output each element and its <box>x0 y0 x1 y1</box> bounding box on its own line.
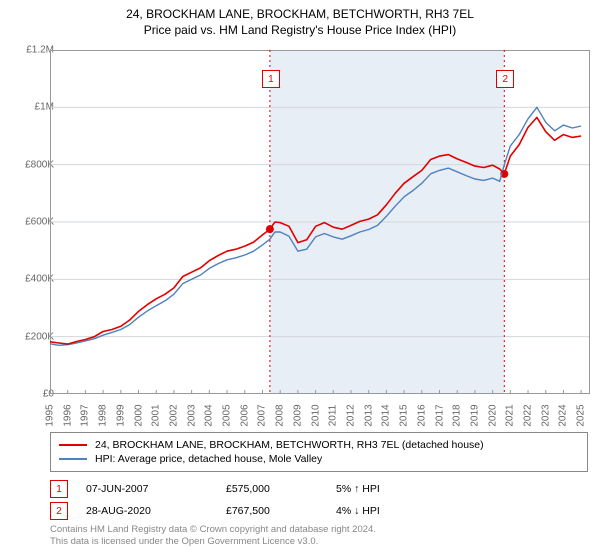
y-tick-label: £1.2M <box>6 45 54 56</box>
sale-price: £767,500 <box>226 505 336 517</box>
legend-item-property: 24, BROCKHAM LANE, BROCKHAM, BETCHWORTH,… <box>59 439 579 451</box>
x-tick-label: 2017 <box>434 404 445 426</box>
footer-line-2: This data is licensed under the Open Gov… <box>50 536 376 548</box>
x-tick-label: 2002 <box>168 404 179 426</box>
legend: 24, BROCKHAM LANE, BROCKHAM, BETCHWORTH,… <box>50 432 588 472</box>
x-tick-label: 2022 <box>523 404 534 426</box>
legend-label-hpi: HPI: Average price, detached house, Mole… <box>95 453 322 465</box>
sale-pct: 5% ↑ HPI <box>336 483 426 495</box>
x-tick-label: 2011 <box>328 405 339 427</box>
legend-swatch-red <box>59 444 87 446</box>
x-tick-label: 2008 <box>275 404 286 426</box>
x-tick-label: 2010 <box>310 404 321 426</box>
sale-marker-badge: 1 <box>262 70 280 88</box>
x-tick-label: 2015 <box>399 404 410 426</box>
sale-row: 1 07-JUN-2007 £575,000 5% ↑ HPI <box>50 480 426 498</box>
x-tick-label: 1995 <box>45 404 56 426</box>
sale-pct: 4% ↓ HPI <box>336 505 426 517</box>
sale-marker-badge: 2 <box>496 70 514 88</box>
x-tick-label: 1997 <box>80 404 91 426</box>
x-tick-label: 2004 <box>204 404 215 426</box>
x-tick-label: 1998 <box>98 404 109 426</box>
y-tick-label: £800K <box>6 160 54 171</box>
x-tick-label: 2020 <box>487 404 498 426</box>
sale-rows: 1 07-JUN-2007 £575,000 5% ↑ HPI 2 28-AUG… <box>50 476 426 524</box>
y-tick-label: £600K <box>6 217 54 228</box>
y-tick-label: £1M <box>6 102 54 113</box>
legend-label-property: 24, BROCKHAM LANE, BROCKHAM, BETCHWORTH,… <box>95 439 484 451</box>
title-line-1: 24, BROCKHAM LANE, BROCKHAM, BETCHWORTH,… <box>0 6 600 22</box>
x-tick-label: 1999 <box>115 404 126 426</box>
sale-date: 07-JUN-2007 <box>86 483 226 495</box>
sale-date: 28-AUG-2020 <box>86 505 226 517</box>
x-tick-label: 2000 <box>133 404 144 426</box>
chart-plot-area <box>50 50 590 394</box>
legend-item-hpi: HPI: Average price, detached house, Mole… <box>59 453 579 465</box>
title-line-2: Price paid vs. HM Land Registry's House … <box>0 22 600 38</box>
x-tick-label: 2009 <box>292 404 303 426</box>
sale-badge: 1 <box>50 480 68 498</box>
footer-line-1: Contains HM Land Registry data © Crown c… <box>50 524 376 536</box>
x-tick-label: 2013 <box>363 404 374 426</box>
legend-swatch-blue <box>59 458 87 460</box>
sale-badge: 2 <box>50 502 68 520</box>
x-tick-label: 1996 <box>62 404 73 426</box>
figure-root: 24, BROCKHAM LANE, BROCKHAM, BETCHWORTH,… <box>0 0 600 560</box>
chart-title: 24, BROCKHAM LANE, BROCKHAM, BETCHWORTH,… <box>0 0 600 38</box>
x-tick-label: 2023 <box>540 404 551 426</box>
y-tick-label: £200K <box>6 332 54 343</box>
x-tick-label: 2007 <box>257 404 268 426</box>
x-tick-label: 2016 <box>416 404 427 426</box>
attribution-footer: Contains HM Land Registry data © Crown c… <box>50 524 376 549</box>
x-tick-label: 2005 <box>222 404 233 426</box>
x-tick-label: 2025 <box>576 404 587 426</box>
x-tick-label: 2006 <box>239 404 250 426</box>
chart-svg <box>50 50 590 394</box>
x-tick-label: 2012 <box>345 404 356 426</box>
y-tick-label: £400K <box>6 274 54 285</box>
sale-price: £575,000 <box>226 483 336 495</box>
x-tick-label: 2021 <box>505 404 516 426</box>
x-tick-label: 2003 <box>186 404 197 426</box>
x-tick-label: 2018 <box>452 404 463 426</box>
x-tick-label: 2024 <box>558 404 569 426</box>
y-tick-label: £0 <box>6 389 54 400</box>
x-tick-label: 2019 <box>469 404 480 426</box>
x-tick-label: 2001 <box>151 404 162 426</box>
sale-row: 2 28-AUG-2020 £767,500 4% ↓ HPI <box>50 502 426 520</box>
x-tick-label: 2014 <box>381 404 392 426</box>
